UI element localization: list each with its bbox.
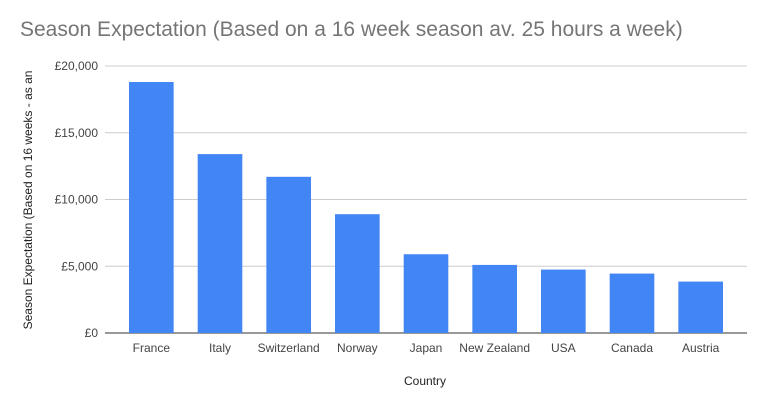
y-tick-label: £0 xyxy=(85,326,99,340)
bar-canada xyxy=(609,273,655,333)
bar-austria xyxy=(678,281,723,333)
x-tick-label: Canada xyxy=(611,341,653,355)
chart-title: Season Expectation (Based on a 16 week s… xyxy=(20,18,683,41)
y-tick-label: £10,000 xyxy=(55,193,99,207)
x-tick-label: Italy xyxy=(209,341,231,355)
y-axis-title: Season Expectation (Based on 16 weeks - … xyxy=(21,71,35,330)
x-tick-label: New Zealand xyxy=(459,341,530,355)
bar-japan xyxy=(403,254,449,333)
bar-switzerland xyxy=(266,176,311,333)
y-tick-label: £15,000 xyxy=(55,126,99,140)
x-tick-label: USA xyxy=(551,341,576,355)
bar-italy xyxy=(197,154,243,333)
x-tick-labels: France Italy Switzerland Norway Japan New Zea… xyxy=(133,341,720,355)
x-tick-label: Japan xyxy=(410,341,443,355)
y-tick-label: £5,000 xyxy=(61,259,98,273)
x-tick-label: Norway xyxy=(337,341,378,355)
x-tick-label: Switzerland xyxy=(258,341,320,355)
x-tick-label: Austria xyxy=(682,341,720,355)
bar-france xyxy=(129,82,174,334)
y-tick-label: £20,000 xyxy=(55,59,99,73)
x-axis-title: Country xyxy=(404,374,446,388)
x-tick-label: France xyxy=(133,341,171,355)
bar-usa xyxy=(541,269,586,333)
bars xyxy=(129,82,723,334)
bar-new-zealand xyxy=(472,264,517,333)
y-tick-labels: £0 £5,000 £10,000 £15,000 £20,000 xyxy=(55,59,99,340)
bar-norway xyxy=(335,214,380,333)
